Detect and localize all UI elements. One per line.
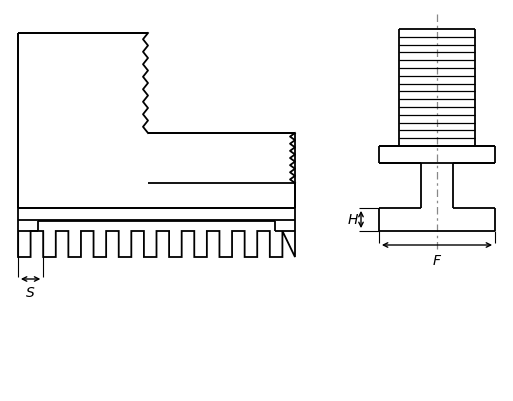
Text: F: F [433,253,441,267]
Text: H: H [348,213,358,227]
Text: S: S [26,285,35,299]
